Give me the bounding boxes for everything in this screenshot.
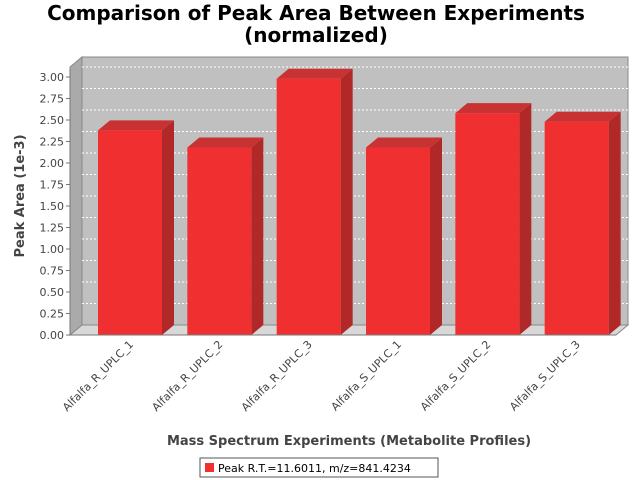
y-tick-label: 0.50: [40, 286, 65, 299]
bar-top: [544, 111, 621, 122]
x-tick-label: Alfalfa_S_UPLC_2: [418, 338, 494, 414]
bar-side: [608, 111, 621, 335]
bar-side: [430, 137, 442, 335]
y-tick-label: 0.00: [40, 329, 65, 342]
y-tick-label: 2.00: [40, 157, 65, 170]
x-tick-label: Alfalfa_S_UPLC_3: [507, 338, 583, 414]
bar-front: [276, 78, 341, 335]
legend: Peak R.T.=11.6011, m/z=841.4234: [199, 457, 439, 478]
bar-front: [187, 147, 252, 335]
y-tick-label: 1.75: [40, 179, 65, 192]
bar-side: [340, 68, 353, 335]
bar-front: [544, 121, 609, 335]
legend-label: Peak R.T.=11.6011, m/z=841.4234: [218, 462, 411, 475]
bar-top: [366, 137, 442, 148]
bar: [455, 103, 532, 336]
y-axis: 0.00 0.25 0.50 0.75 1.00 1.25 1.50 1.75 2.00 2.25…: [40, 69, 71, 342]
bar: [98, 120, 174, 335]
y-tick-label: 1.50: [40, 200, 65, 213]
bar: [544, 111, 621, 335]
chart-subtitle: (normalized): [244, 23, 388, 47]
bar-side: [519, 103, 532, 336]
chart-title: Comparison of Peak Area Between Experime…: [47, 1, 585, 25]
bar-side: [162, 120, 174, 335]
legend-box: [199, 457, 439, 478]
y-tick-label: 1.25: [40, 222, 65, 235]
x-tick-label: Alfalfa_R_UPLC_1: [60, 338, 136, 414]
bar-side: [251, 137, 264, 335]
y-axis-title: Peak Area (1e-3): [13, 134, 28, 257]
y-tick-label: 2.50: [40, 114, 65, 127]
bar-front: [455, 113, 520, 336]
bar: [276, 68, 353, 335]
bar: [366, 137, 442, 335]
y-tick-label: 1.00: [40, 243, 65, 256]
legend-swatch: [205, 463, 214, 472]
bar: [187, 137, 264, 335]
y-tick-label: 0.25: [40, 308, 65, 321]
y-tick-label: 2.75: [40, 93, 65, 106]
x-tick-label: Alfalfa_R_UPLC_2: [149, 338, 225, 414]
y-tick-label: 2.25: [40, 136, 65, 149]
x-axis: Alfalfa_R_UPLC_1 Alfalfa_R_UPLC_2 Alfalfa_…: [60, 334, 616, 414]
x-tick-label: Alfalfa_R_UPLC_3: [239, 338, 315, 414]
bar-top: [98, 120, 174, 131]
gridlines: [82, 66, 628, 304]
bars: [98, 68, 621, 336]
y-tick-label: 0.75: [40, 265, 65, 278]
bar-front: [98, 130, 162, 335]
bar-top: [187, 137, 264, 148]
bar-top: [276, 68, 353, 79]
plot-left-wall: [69, 55, 83, 337]
x-tick-label: Alfalfa_S_UPLC_1: [329, 338, 405, 414]
x-axis-title: Mass Spectrum Experiments (Metabolite Pr…: [167, 434, 531, 449]
y-tick-label: 3.00: [40, 71, 65, 84]
bar-front: [366, 147, 430, 335]
bar-top: [455, 103, 532, 114]
